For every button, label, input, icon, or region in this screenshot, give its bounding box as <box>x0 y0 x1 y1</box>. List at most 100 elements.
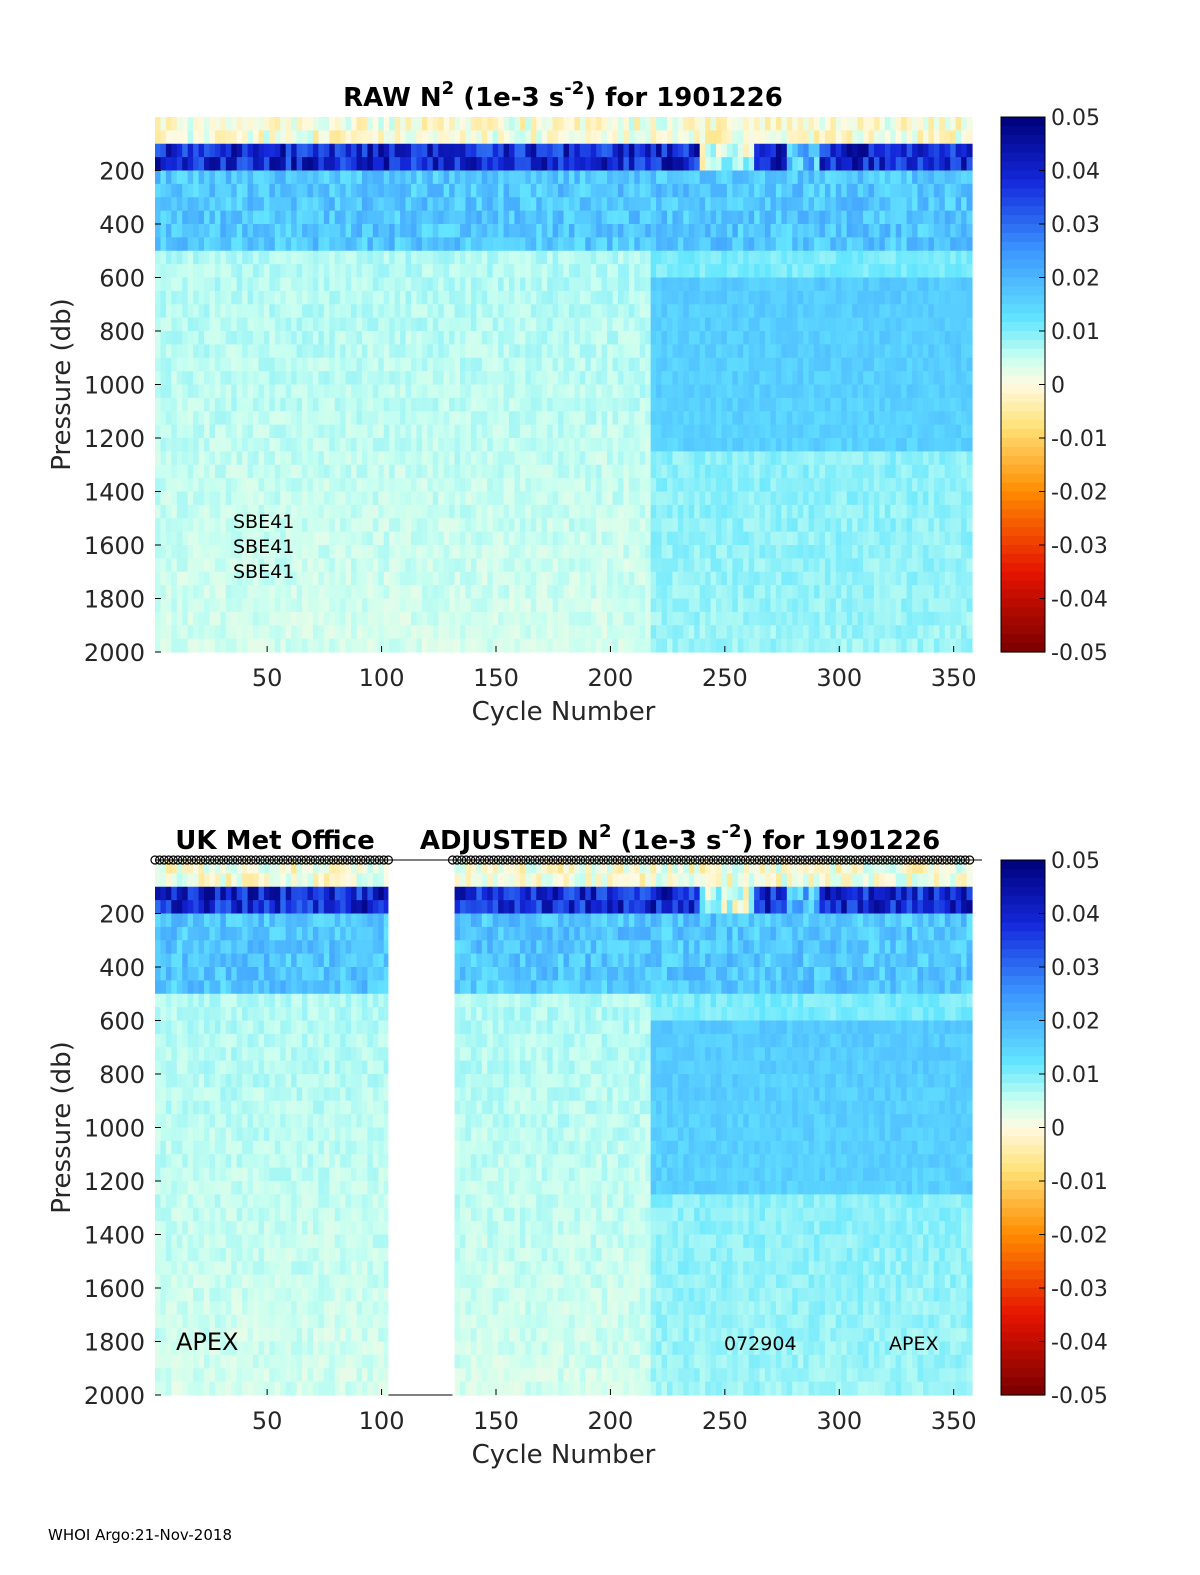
station-marker <box>699 855 709 865</box>
x-tick-label: 250 <box>702 664 748 692</box>
station-marker <box>283 855 293 865</box>
station-marker <box>502 855 513 865</box>
station-marker <box>177 855 188 865</box>
y-tick-label: 600 <box>99 265 145 293</box>
y-axis-label: Pressure (db) <box>47 298 77 471</box>
station-marker <box>891 855 902 865</box>
station-marker <box>928 855 938 865</box>
station-marker <box>278 855 288 865</box>
station-marker <box>640 855 650 865</box>
x-tick-label: 50 <box>252 664 283 692</box>
station-marker <box>603 855 613 865</box>
colorbar-tick-label: 0.02 <box>1051 1010 1100 1035</box>
x-tick-label: 350 <box>931 664 977 692</box>
station-marker <box>965 855 975 865</box>
station-marker <box>287 855 297 865</box>
station-marker <box>914 855 924 865</box>
annotation-label: APEX <box>176 1328 239 1356</box>
annotation-label: SBE41 <box>233 561 294 583</box>
station-marker <box>658 855 668 865</box>
station-marker <box>850 855 860 865</box>
chart-panel-2: 50 100 150 200 250 300 350 200 400 600 800 1000 1200… <box>47 821 1108 1470</box>
station-marker <box>905 855 915 865</box>
station-marker <box>786 855 796 865</box>
x-tick-label: 100 <box>359 1407 405 1435</box>
x-tick-label: 250 <box>702 1407 748 1435</box>
station-marker <box>626 855 636 865</box>
station-marker <box>946 855 957 865</box>
station-marker <box>530 855 540 865</box>
station-marker <box>878 855 888 865</box>
station-marker <box>470 855 480 865</box>
y-tick-label: 2000 <box>84 1382 145 1410</box>
station-marker <box>859 855 870 865</box>
colorbar-tick-label: -0.01 <box>1051 427 1108 452</box>
x-tick-label: 150 <box>473 664 519 692</box>
station-marker <box>164 855 174 865</box>
station-marker <box>882 855 892 865</box>
station-marker <box>873 855 883 865</box>
station-marker <box>548 855 558 865</box>
y-tick-label: 1000 <box>84 372 145 400</box>
station-marker <box>608 855 618 865</box>
station-marker <box>937 855 947 865</box>
station-marker <box>333 855 343 865</box>
station-marker <box>191 855 201 865</box>
station-marker <box>228 855 238 865</box>
station-marker <box>521 855 531 865</box>
station-marker <box>273 855 284 865</box>
station-marker <box>223 855 233 865</box>
station-marker <box>150 855 160 865</box>
station-marker <box>667 855 677 865</box>
station-marker <box>585 855 595 865</box>
station-marker <box>910 855 920 865</box>
colorbar-tick-label: -0.05 <box>1051 1384 1108 1409</box>
station-marker <box>576 855 586 865</box>
station-marker <box>704 855 714 865</box>
station-marker <box>749 855 760 865</box>
annotation-label: SBE41 <box>233 536 294 558</box>
colorbar-tick-label: -0.03 <box>1051 534 1108 559</box>
station-marker <box>511 855 522 865</box>
colorbar: 0.05 0.04 0.03 0.02 0.01 0 -0.01 -0.02 -0.03 -0.0… <box>1000 106 1108 666</box>
station-marker <box>544 855 554 865</box>
station-marker <box>942 855 952 865</box>
station-marker <box>731 855 741 865</box>
station-marker <box>264 855 275 865</box>
x-tick-label: 200 <box>588 1407 634 1435</box>
station-marker <box>960 855 970 865</box>
station-marker <box>251 855 261 865</box>
y-tick-label: 1600 <box>84 532 145 560</box>
station-marker <box>855 855 865 865</box>
station-marker <box>356 855 366 865</box>
chart-title: RAW N2 (1e-3 s-2) for 1901226 <box>343 78 783 113</box>
station-marker <box>901 855 911 865</box>
colorbar: 0.05 0.04 0.03 0.02 0.01 0 -0.01 -0.02 -0.03 -0.0… <box>1000 849 1108 1409</box>
annotation-label: APEX <box>889 1333 938 1355</box>
station-marker <box>493 855 503 865</box>
station-marker <box>374 855 384 865</box>
station-marker <box>489 855 499 865</box>
y-tick-label: 200 <box>99 901 145 929</box>
y-tick-label: 800 <box>99 318 145 346</box>
station-marker <box>338 855 348 865</box>
station-marker <box>827 855 838 865</box>
station-marker <box>370 855 380 865</box>
station-marker <box>818 855 828 865</box>
station-marker <box>846 855 856 865</box>
station-marker <box>740 855 751 865</box>
station-marker <box>713 855 723 865</box>
station-marker <box>841 855 851 865</box>
station-marker <box>200 855 210 865</box>
x-tick-label: 100 <box>359 664 405 692</box>
y-tick-label: 1600 <box>84 1275 145 1303</box>
station-marker <box>804 855 815 865</box>
station-marker <box>553 855 563 865</box>
footer-credit: WHOI Argo:21-Nov-2018 <box>48 1526 232 1544</box>
y-tick-label: 1400 <box>84 1222 145 1250</box>
station-marker <box>745 855 755 865</box>
station-marker <box>219 855 229 865</box>
colorbar-tick-label: 0.03 <box>1051 956 1100 981</box>
station-marker <box>360 855 371 865</box>
station-marker <box>759 855 769 865</box>
